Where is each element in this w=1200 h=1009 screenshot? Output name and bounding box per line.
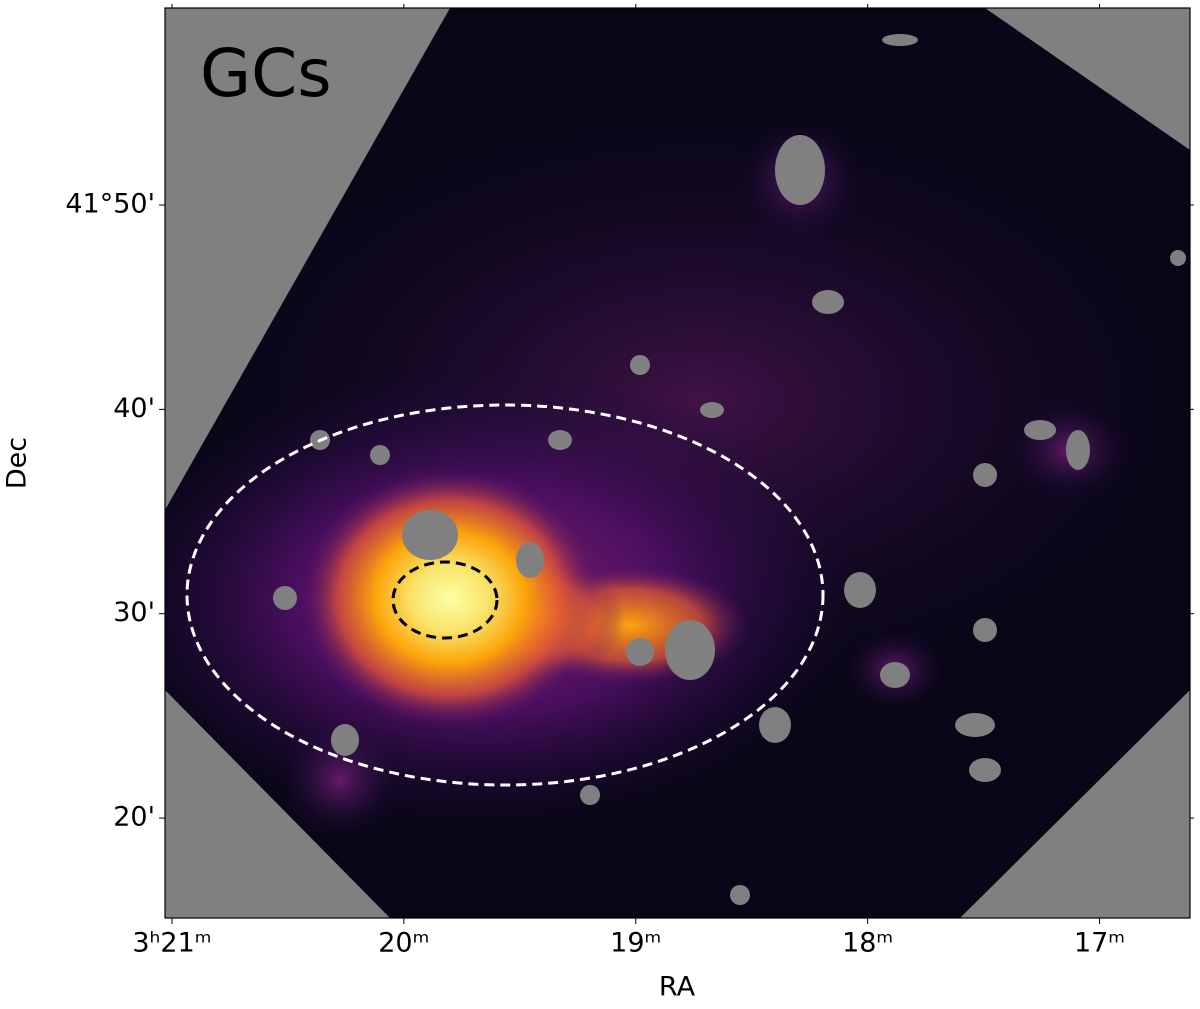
panel-label: GCs — [200, 35, 332, 112]
sky-image — [165, 8, 1190, 918]
y-tick-label: 40' — [113, 393, 155, 424]
y-tick-label: 20' — [113, 802, 155, 833]
outer-ellipse — [185, 403, 825, 787]
x-tick-label: 19ᵐ — [610, 928, 661, 959]
y-tick-label: 30' — [113, 597, 155, 628]
y-axis-label: Dec — [2, 437, 33, 489]
x-tick-label: 17ᵐ — [1074, 928, 1125, 959]
y-tick-label: 41°50' — [65, 188, 155, 219]
x-tick-label: 3ʰ21ᵐ — [132, 928, 211, 959]
plot-frame — [164, 7, 1191, 919]
x-tick-label: 18ᵐ — [842, 928, 893, 959]
x-axis-label: RA — [659, 972, 696, 1003]
inner-ellipse — [391, 560, 499, 640]
x-tick-label: 20ᵐ — [378, 928, 429, 959]
